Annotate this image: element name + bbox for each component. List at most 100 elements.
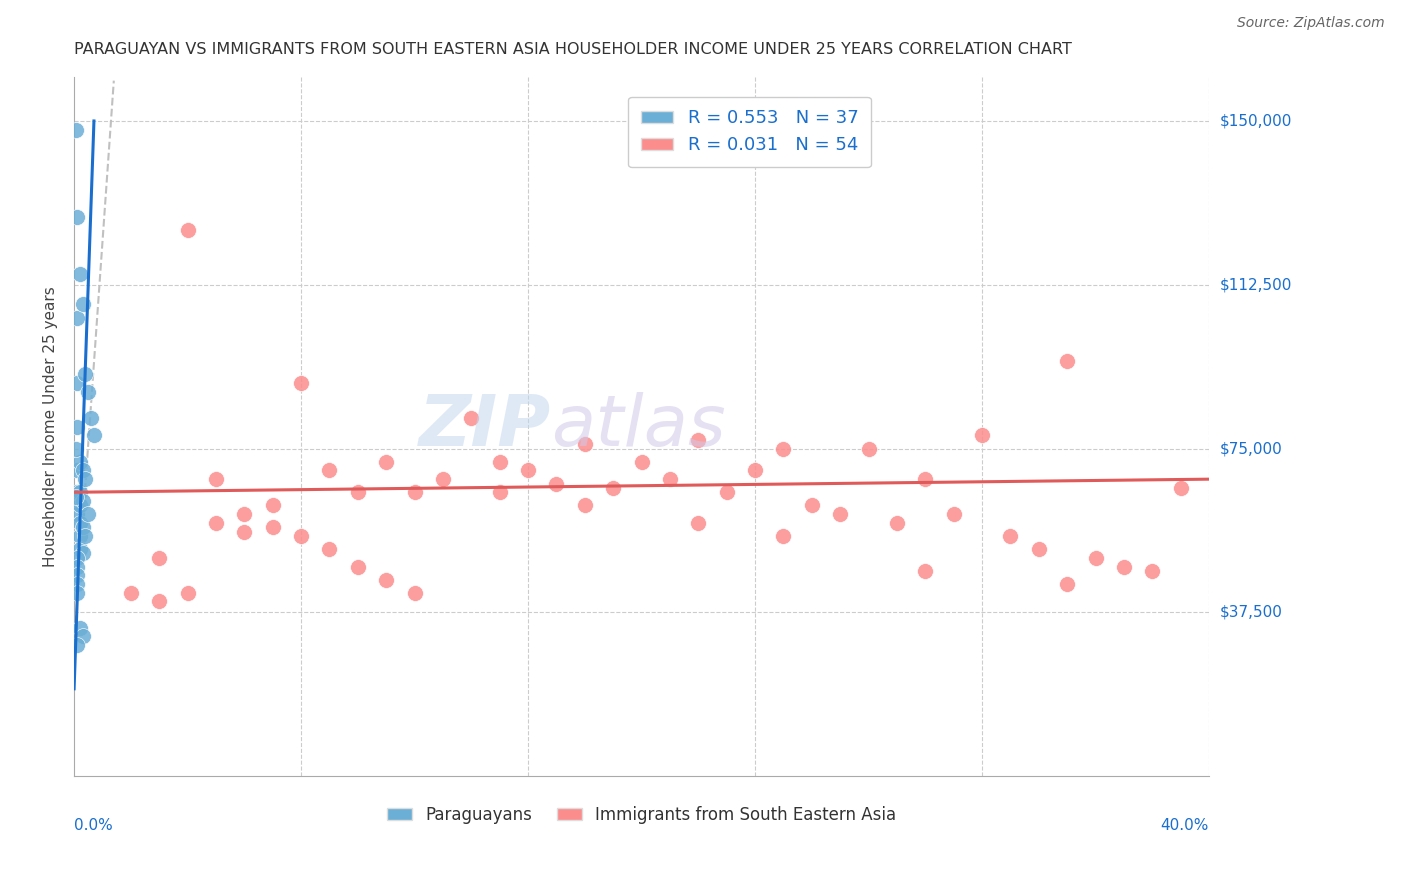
Point bbox=[72, 463, 94, 477]
Point bbox=[290, 529, 312, 543]
Point bbox=[1028, 542, 1050, 557]
Point bbox=[72, 520, 94, 534]
Point bbox=[290, 376, 312, 390]
Point bbox=[69, 455, 91, 469]
Point bbox=[148, 594, 170, 608]
Text: $75,000: $75,000 bbox=[1220, 441, 1282, 456]
Point bbox=[205, 472, 228, 486]
Point bbox=[66, 577, 89, 591]
Point bbox=[404, 485, 426, 500]
Point bbox=[914, 472, 936, 486]
Point bbox=[72, 546, 94, 560]
Point bbox=[488, 485, 510, 500]
Point bbox=[72, 297, 94, 311]
Point bbox=[66, 419, 89, 434]
Point bbox=[75, 472, 97, 486]
Text: atlas: atlas bbox=[551, 392, 725, 461]
Point bbox=[66, 485, 89, 500]
Point bbox=[914, 564, 936, 578]
Point bbox=[69, 485, 91, 500]
Point bbox=[262, 499, 284, 513]
Point bbox=[66, 585, 89, 599]
Point bbox=[69, 499, 91, 513]
Point bbox=[602, 481, 624, 495]
Point bbox=[318, 463, 340, 477]
Point bbox=[858, 442, 880, 456]
Point bbox=[233, 507, 256, 521]
Point bbox=[120, 585, 142, 599]
Point bbox=[488, 455, 510, 469]
Point bbox=[318, 542, 340, 557]
Point bbox=[148, 550, 170, 565]
Point bbox=[72, 494, 94, 508]
Point bbox=[233, 524, 256, 539]
Text: 0.0%: 0.0% bbox=[75, 818, 112, 833]
Point bbox=[66, 376, 89, 390]
Point bbox=[69, 621, 91, 635]
Y-axis label: Householder Income Under 25 years: Householder Income Under 25 years bbox=[44, 286, 58, 567]
Point bbox=[404, 585, 426, 599]
Point bbox=[744, 463, 766, 477]
Point bbox=[972, 428, 994, 442]
Point bbox=[66, 210, 89, 224]
Point bbox=[65, 442, 87, 456]
Point bbox=[65, 122, 87, 136]
Point bbox=[546, 476, 568, 491]
Point bbox=[66, 550, 89, 565]
Point bbox=[1170, 481, 1192, 495]
Point bbox=[432, 472, 454, 486]
Point bbox=[69, 542, 91, 557]
Point bbox=[1084, 550, 1107, 565]
Point bbox=[77, 384, 100, 399]
Point bbox=[375, 573, 398, 587]
Point bbox=[262, 520, 284, 534]
Point bbox=[688, 516, 710, 530]
Point bbox=[574, 437, 596, 451]
Point bbox=[1142, 564, 1164, 578]
Point bbox=[69, 529, 91, 543]
Text: 40.0%: 40.0% bbox=[1161, 818, 1209, 833]
Point bbox=[1000, 529, 1022, 543]
Point bbox=[205, 516, 228, 530]
Text: ZIP: ZIP bbox=[419, 392, 551, 461]
Point bbox=[517, 463, 540, 477]
Point bbox=[66, 638, 89, 652]
Point bbox=[80, 411, 103, 425]
Point bbox=[66, 463, 89, 477]
Point bbox=[886, 516, 908, 530]
Point bbox=[942, 507, 965, 521]
Point bbox=[574, 499, 596, 513]
Point bbox=[772, 529, 794, 543]
Point bbox=[176, 223, 198, 237]
Text: $112,500: $112,500 bbox=[1220, 277, 1292, 293]
Point bbox=[77, 507, 100, 521]
Point bbox=[1056, 354, 1078, 368]
Point bbox=[1112, 559, 1135, 574]
Point bbox=[716, 485, 738, 500]
Point bbox=[66, 568, 89, 582]
Point bbox=[66, 310, 89, 325]
Point bbox=[347, 485, 370, 500]
Point bbox=[347, 559, 370, 574]
Legend: Paraguayans, Immigrants from South Eastern Asia: Paraguayans, Immigrants from South Easte… bbox=[380, 799, 903, 830]
Text: $37,500: $37,500 bbox=[1220, 605, 1284, 620]
Point bbox=[1056, 577, 1078, 591]
Point bbox=[375, 455, 398, 469]
Point bbox=[83, 428, 105, 442]
Point bbox=[65, 490, 87, 504]
Point bbox=[659, 472, 682, 486]
Point bbox=[460, 411, 482, 425]
Point bbox=[66, 507, 89, 521]
Point bbox=[72, 629, 94, 643]
Point bbox=[69, 267, 91, 281]
Point bbox=[800, 499, 823, 513]
Point bbox=[630, 455, 652, 469]
Point bbox=[75, 368, 97, 382]
Point bbox=[66, 559, 89, 574]
Text: Source: ZipAtlas.com: Source: ZipAtlas.com bbox=[1237, 16, 1385, 30]
Point bbox=[75, 529, 97, 543]
Text: PARAGUAYAN VS IMMIGRANTS FROM SOUTH EASTERN ASIA HOUSEHOLDER INCOME UNDER 25 YEA: PARAGUAYAN VS IMMIGRANTS FROM SOUTH EAST… bbox=[75, 42, 1071, 56]
Text: $150,000: $150,000 bbox=[1220, 113, 1292, 128]
Point bbox=[772, 442, 794, 456]
Point bbox=[176, 585, 198, 599]
